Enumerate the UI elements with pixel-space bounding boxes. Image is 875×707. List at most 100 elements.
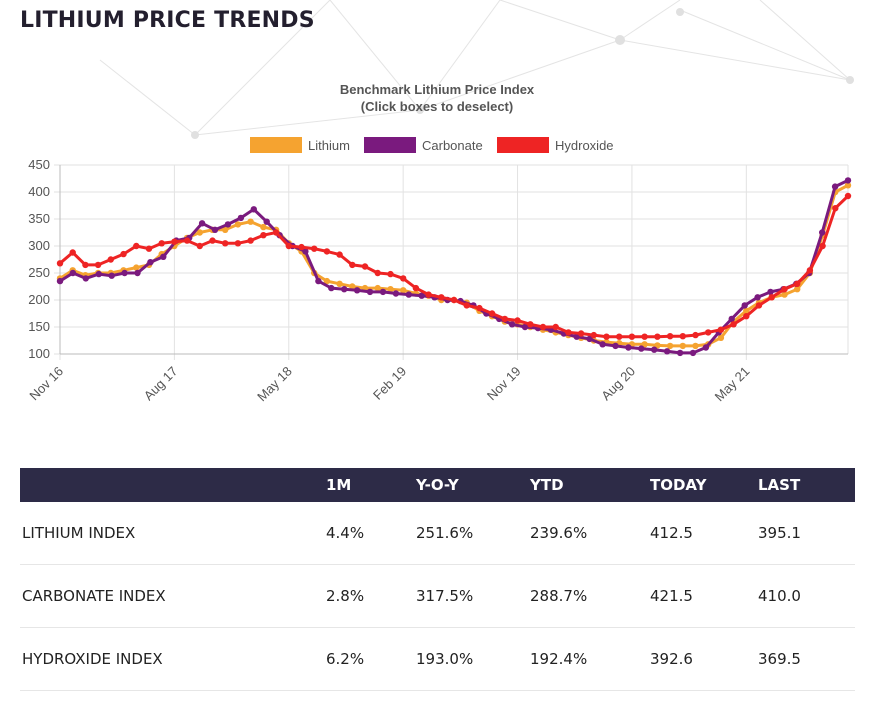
data-point-hydroxide[interactable] — [666, 333, 674, 340]
data-point-lithium[interactable] — [666, 342, 674, 350]
data-point-lithium[interactable] — [387, 286, 394, 293]
data-point-carbonate[interactable] — [741, 302, 748, 309]
data-point-carbonate[interactable] — [198, 220, 206, 227]
data-point-hydroxide[interactable] — [616, 333, 623, 340]
data-point-hydroxide[interactable] — [679, 333, 686, 340]
data-point-hydroxide[interactable] — [488, 310, 496, 317]
data-point-hydroxide[interactable] — [107, 256, 115, 263]
data-point-hydroxide[interactable] — [183, 237, 191, 244]
data-point-hydroxide[interactable] — [717, 326, 725, 333]
data-point-hydroxide[interactable] — [832, 205, 839, 212]
data-point-carbonate[interactable] — [625, 344, 632, 351]
data-point-carbonate[interactable] — [366, 288, 374, 296]
data-point-carbonate[interactable] — [508, 321, 516, 328]
data-point-hydroxide[interactable] — [819, 242, 826, 250]
legend-item-carbonate[interactable]: Carbonate — [364, 137, 483, 153]
data-point-lithium[interactable] — [400, 287, 407, 294]
data-point-hydroxide[interactable] — [781, 286, 788, 293]
data-point-hydroxide[interactable] — [133, 242, 140, 250]
data-point-lithium[interactable] — [743, 307, 750, 314]
legend-swatch-hydroxide[interactable] — [497, 137, 549, 153]
data-point-carbonate[interactable] — [754, 294, 761, 301]
data-point-hydroxide[interactable] — [450, 296, 458, 304]
data-point-carbonate[interactable] — [134, 269, 141, 277]
data-point-hydroxide[interactable] — [94, 261, 102, 269]
data-point-carbonate[interactable] — [612, 342, 619, 350]
data-point-hydroxide[interactable] — [654, 333, 661, 340]
data-point-hydroxide[interactable] — [82, 261, 89, 269]
data-point-lithium[interactable] — [222, 226, 229, 233]
data-point-hydroxide[interactable] — [794, 280, 801, 287]
data-point-hydroxide[interactable] — [171, 238, 178, 245]
data-point-hydroxide[interactable] — [298, 243, 305, 251]
data-point-hydroxide[interactable] — [387, 270, 394, 278]
data-point-carbonate[interactable] — [341, 286, 348, 293]
data-point-hydroxide[interactable] — [158, 240, 165, 247]
data-point-hydroxide[interactable] — [705, 329, 712, 336]
data-point-carbonate[interactable] — [844, 177, 852, 184]
data-point-hydroxide[interactable] — [361, 263, 369, 270]
data-point-hydroxide[interactable] — [349, 261, 356, 269]
data-point-lithium[interactable] — [717, 334, 725, 341]
data-point-hydroxide[interactable] — [438, 294, 445, 301]
data-point-hydroxide[interactable] — [374, 269, 381, 277]
data-point-carbonate[interactable] — [831, 183, 839, 190]
data-point-carbonate[interactable] — [147, 259, 154, 266]
data-point-hydroxide[interactable] — [272, 229, 280, 236]
data-point-hydroxide[interactable] — [247, 237, 254, 244]
data-point-carbonate[interactable] — [224, 221, 232, 228]
data-point-carbonate[interactable] — [405, 291, 412, 298]
data-point-carbonate[interactable] — [353, 287, 361, 294]
data-point-lithium[interactable] — [234, 221, 242, 228]
data-point-carbonate[interactable] — [689, 349, 697, 357]
data-point-hydroxide[interactable] — [311, 245, 318, 252]
data-point-lithium[interactable] — [196, 229, 203, 236]
data-point-hydroxide[interactable] — [145, 245, 153, 252]
data-point-hydroxide[interactable] — [768, 294, 775, 301]
data-point-carbonate[interactable] — [573, 333, 580, 340]
data-point-carbonate[interactable] — [676, 349, 684, 357]
data-point-hydroxide[interactable] — [476, 304, 483, 312]
data-point-carbonate[interactable] — [95, 270, 103, 278]
data-point-hydroxide[interactable] — [69, 249, 76, 256]
data-point-carbonate[interactable] — [702, 344, 710, 351]
data-point-hydroxide[interactable] — [336, 251, 343, 258]
data-point-lithium[interactable] — [260, 223, 267, 231]
data-point-carbonate[interactable] — [121, 269, 128, 277]
data-point-hydroxide[interactable] — [755, 302, 763, 309]
data-point-hydroxide[interactable] — [514, 317, 521, 324]
legend-swatch-carbonate[interactable] — [364, 137, 416, 153]
data-point-lithium[interactable] — [336, 280, 343, 287]
data-point-hydroxide[interactable] — [844, 192, 852, 200]
data-point-hydroxide[interactable] — [692, 331, 699, 339]
data-point-carbonate[interactable] — [379, 288, 387, 296]
data-point-carbonate[interactable] — [599, 341, 606, 348]
data-point-lithium[interactable] — [781, 291, 788, 298]
data-point-hydroxide[interactable] — [628, 333, 636, 340]
legend-label-lithium[interactable]: Lithium — [308, 138, 350, 153]
data-point-hydroxide[interactable] — [552, 323, 559, 331]
data-point-lithium[interactable] — [247, 218, 254, 225]
data-point-carbonate[interactable] — [651, 346, 658, 353]
data-point-hydroxide[interactable] — [603, 333, 610, 340]
data-point-lithium[interactable] — [349, 283, 356, 290]
data-point-hydroxide[interactable] — [412, 284, 420, 292]
data-point-carbonate[interactable] — [418, 292, 425, 299]
data-point-hydroxide[interactable] — [565, 329, 572, 336]
data-point-carbonate[interactable] — [728, 315, 735, 323]
legend-item-hydroxide[interactable]: Hydroxide — [497, 137, 614, 153]
data-point-hydroxide[interactable] — [285, 242, 292, 250]
data-point-hydroxide[interactable] — [501, 315, 508, 323]
data-point-hydroxide[interactable] — [590, 331, 597, 339]
data-point-hydroxide[interactable] — [641, 333, 648, 340]
data-point-carbonate[interactable] — [315, 277, 322, 285]
data-point-hydroxide[interactable] — [425, 291, 432, 298]
data-point-carbonate[interactable] — [767, 288, 774, 296]
data-point-lithium[interactable] — [374, 284, 381, 292]
data-point-hydroxide[interactable] — [743, 313, 750, 320]
data-point-hydroxide[interactable] — [539, 323, 547, 331]
data-point-carbonate[interactable] — [663, 348, 671, 355]
legend-item-lithium[interactable]: Lithium — [250, 137, 350, 153]
data-point-carbonate[interactable] — [328, 284, 335, 292]
data-point-carbonate[interactable] — [263, 218, 270, 225]
